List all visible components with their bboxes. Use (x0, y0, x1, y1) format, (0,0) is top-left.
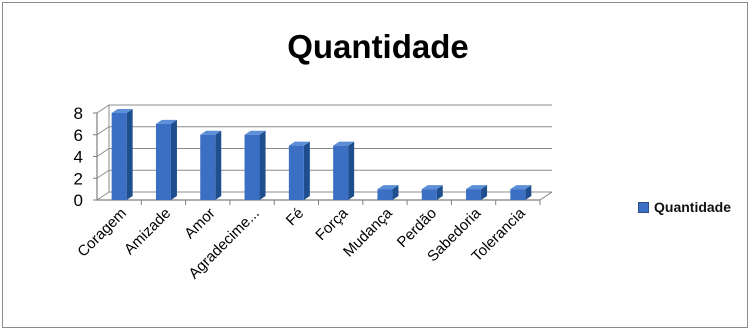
y-tick-label: 0 (74, 191, 83, 210)
legend: Quantidade (638, 199, 731, 215)
bar-top (155, 119, 177, 124)
bar (466, 189, 482, 200)
gridlines (96, 104, 552, 201)
bar-side (436, 185, 443, 200)
gridline-side (96, 104, 110, 114)
gridline-side (96, 148, 110, 157)
bar-side (481, 185, 488, 200)
bars (111, 109, 532, 200)
x-tick-label: Mudança (340, 204, 396, 260)
bar-side (126, 109, 133, 200)
bar-top (288, 141, 310, 146)
bar (111, 113, 127, 200)
bar-top (333, 141, 355, 146)
bar-top (200, 130, 222, 135)
bar-top (244, 130, 266, 135)
gridline-side (96, 126, 110, 136)
bar-side (303, 141, 310, 200)
y-tick-label: 4 (74, 148, 83, 167)
y-tick-label: 8 (74, 104, 83, 123)
bar (377, 189, 393, 200)
bar-top (377, 185, 399, 190)
bar-side (170, 119, 177, 200)
bar-top (421, 185, 443, 190)
legend-swatch (638, 201, 649, 213)
bar (288, 145, 304, 200)
legend-label: Quantidade (654, 199, 732, 215)
bar (510, 189, 526, 200)
x-tick-label: Força (312, 204, 352, 244)
bar-top (111, 109, 133, 113)
bar-side (525, 185, 532, 200)
x-tick-label: Amizade (121, 205, 174, 258)
x-tick-label: Coragem (74, 205, 130, 261)
bar (200, 134, 216, 200)
bar (421, 189, 437, 200)
x-tick-label: Amor (181, 205, 218, 242)
bar-top (510, 185, 532, 190)
y-tick-label: 6 (74, 126, 83, 145)
bar-side (392, 185, 399, 200)
bar (155, 123, 171, 200)
bar-top (466, 185, 488, 190)
bar-side (215, 130, 222, 200)
x-tick-label: Fé (283, 205, 307, 229)
y-tick-label: 2 (74, 169, 83, 188)
bar-side (259, 130, 266, 200)
gridline-side (96, 191, 110, 201)
floor-edge (539, 191, 553, 201)
bar (333, 145, 349, 200)
gridline-side (96, 169, 110, 179)
bar (244, 134, 260, 200)
bar-side (348, 141, 355, 200)
chart-title: Quantidade (287, 28, 469, 65)
